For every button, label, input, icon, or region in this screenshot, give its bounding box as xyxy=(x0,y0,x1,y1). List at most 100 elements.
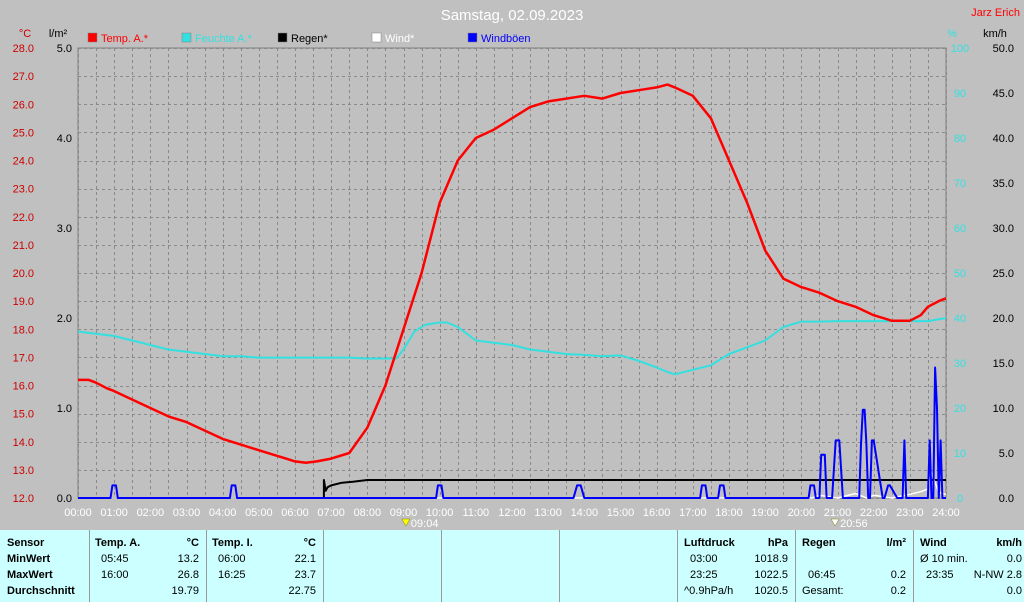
humidity-tick-label: 80 xyxy=(954,133,966,145)
plot-area xyxy=(77,83,947,499)
wind-header: Wind xyxy=(920,537,947,549)
pressure-min-time: 03:00 xyxy=(690,553,718,565)
temp-i-max-time: 16:25 xyxy=(218,569,246,581)
series-line xyxy=(78,83,947,465)
x-tick-label: 16:00 xyxy=(643,507,671,519)
temp-a-min-time: 05:45 xyxy=(101,553,129,565)
rain-tick-label: 2.0 xyxy=(57,313,72,325)
rain-total-label: Gesamt: xyxy=(802,585,844,597)
stats-empty-section-1 xyxy=(324,530,442,602)
temp-tick-label: 26.0 xyxy=(13,99,34,111)
temp-tick-label: 22.0 xyxy=(13,212,34,224)
stats-pressure-section: Luftdruck hPa 03:00 1018.9 23:25 1022.5 … xyxy=(678,530,796,602)
stats-sensor-section: Sensor MinWert MaxWert Durchschnitt xyxy=(0,530,90,602)
temp-i-min-value: 22.1 xyxy=(294,553,316,565)
pressure-max-time: 23:25 xyxy=(690,569,718,581)
temp-i-average: 22.75 xyxy=(288,585,316,597)
axis-ticks: 00:00 01:00 02:00 03:00 04:00 05:00 06:00 07:00… xyxy=(13,43,1014,519)
rain-tick-label: 3.0 xyxy=(57,223,72,235)
x-tick-label: 02:00 xyxy=(137,507,165,519)
temp-i-header: Temp. I. xyxy=(212,537,253,549)
temp-a-max-value: 26.8 xyxy=(177,569,199,581)
rain-max-value: 0.2 xyxy=(890,569,906,581)
rain-unit-label: l/m² xyxy=(49,28,68,40)
pressure-min-value: 1018.9 xyxy=(754,553,788,565)
stats-temp-a-section: Temp. A. °C 05:45 13.2 16:00 26.8 19.79 xyxy=(90,530,207,602)
rain-tick-label: 4.0 xyxy=(57,133,72,145)
rain-tick-label: 0.0 xyxy=(57,493,72,505)
rain-max-time: 06:45 xyxy=(808,569,836,581)
stats-empty-section-2 xyxy=(442,530,560,602)
legend-label: Temp. A.* xyxy=(101,33,149,45)
wind-tick-label: 50.0 xyxy=(993,43,1014,55)
rain-tick-label: 1.0 xyxy=(57,403,72,415)
stats-rain-section: Regen l/m² 06:45 0.2 Gesamt: 0.2 xyxy=(796,530,914,602)
humidity-tick-label: 40 xyxy=(954,313,966,325)
stats-wind-section: Wind km/h Ø 10 min. 0.0 23:35 N-NW 2.8 0… xyxy=(914,530,1024,602)
humidity-tick-label: 50 xyxy=(954,268,966,280)
author-label: Jarz Erich xyxy=(971,7,1020,19)
x-tick-label: 22:00 xyxy=(860,507,888,519)
series-line xyxy=(77,317,947,376)
statistics-panel: Sensor MinWert MaxWert Durchschnitt Temp… xyxy=(0,530,1024,602)
x-tick-label: 04:00 xyxy=(209,507,237,519)
wind-tick-label: 0.0 xyxy=(999,493,1014,505)
humidity-tick-label: 30 xyxy=(954,358,966,370)
x-tick-label: 24:00 xyxy=(932,507,960,519)
legend-label: Feuchte A.* xyxy=(195,33,253,45)
temp-tick-label: 23.0 xyxy=(13,184,34,196)
x-tick-label: 01:00 xyxy=(100,507,128,519)
temp-tick-label: 21.0 xyxy=(13,240,34,252)
x-tick-label: 23:00 xyxy=(896,507,924,519)
rain-header: Regen xyxy=(802,537,836,549)
x-tick-label: 21:00 xyxy=(824,507,852,519)
pressure-trend-label: ^0.9hPa/h xyxy=(684,585,734,597)
wind-avg-label: Ø 10 min. xyxy=(920,553,968,565)
humidity-tick-label: 100 xyxy=(951,43,969,55)
rain-unit: l/m² xyxy=(886,537,906,549)
humidity-tick-label: 90 xyxy=(954,88,966,100)
min-row-label: MinWert xyxy=(7,553,51,565)
temp-a-header: Temp. A. xyxy=(95,537,141,549)
x-tick-label: 13:00 xyxy=(534,507,562,519)
humidity-tick-label: 0 xyxy=(957,493,963,505)
temp-a-unit: °C xyxy=(186,537,199,549)
x-tick-label: 06:00 xyxy=(281,507,309,519)
x-tick-label: 07:00 xyxy=(317,507,345,519)
wind-tick-label: 40.0 xyxy=(993,133,1014,145)
sunrise-icon xyxy=(401,518,411,527)
stats-empty-section-3 xyxy=(560,530,678,602)
x-tick-label: 12:00 xyxy=(498,507,526,519)
avg-row-label: Durchschnitt xyxy=(7,585,75,597)
temp-tick-label: 18.0 xyxy=(13,324,34,336)
wind-max-time: 23:35 xyxy=(926,569,954,581)
temp-tick-label: 19.0 xyxy=(13,296,34,308)
wind-tick-label: 25.0 xyxy=(993,268,1014,280)
stats-temp-i-section: Temp. I. °C 06:00 22.1 16:25 23.7 22.75 xyxy=(207,530,324,602)
pressure-trend-value: 1020.5 xyxy=(754,585,788,597)
x-tick-label: 19:00 xyxy=(751,507,779,519)
humidity-tick-label: 10 xyxy=(954,448,966,460)
wind-tick-label: 30.0 xyxy=(993,223,1014,235)
temp-tick-label: 13.0 xyxy=(13,465,34,477)
chart-legend: Temp. A.* Feuchte A.* Regen* Wind* Windböen xyxy=(87,32,531,45)
temp-a-min-value: 13.2 xyxy=(177,553,199,565)
wind-tick-label: 10.0 xyxy=(993,403,1014,415)
chart-title: Samstag, 02.09.2023 xyxy=(441,7,584,24)
pressure-header: Luftdruck xyxy=(684,537,735,549)
wind-unit-label: km/h xyxy=(983,28,1007,40)
wind-tick-label: 35.0 xyxy=(993,178,1014,190)
sunset-icon xyxy=(830,518,840,527)
wind-tick-label: 45.0 xyxy=(993,88,1014,100)
weather-chart: Samstag, 02.09.2023 Jarz Erich °C l/m² %… xyxy=(12,7,1020,530)
temp-tick-label: 15.0 xyxy=(13,409,34,421)
sunrise-time-label: 09:04 xyxy=(411,518,439,530)
sunset-time-label: 20:56 xyxy=(840,518,868,530)
temp-a-average: 19.79 xyxy=(171,585,199,597)
temp-tick-label: 24.0 xyxy=(13,156,34,168)
temp-i-min-time: 06:00 xyxy=(218,553,246,565)
temp-i-max-value: 23.7 xyxy=(294,569,316,581)
wind-tick-label: 5.0 xyxy=(999,448,1014,460)
legend-swatch xyxy=(277,32,288,43)
max-row-label: MaxWert xyxy=(7,569,53,581)
